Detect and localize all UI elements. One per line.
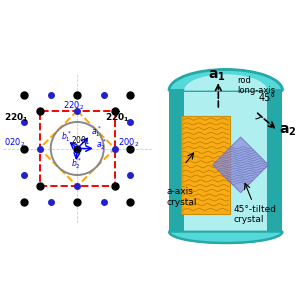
- Text: $\mathbf{a_2}$: $\mathbf{a_2}$: [279, 124, 297, 138]
- Polygon shape: [181, 116, 230, 214]
- Polygon shape: [184, 74, 267, 91]
- Polygon shape: [169, 232, 282, 243]
- Polygon shape: [169, 70, 282, 91]
- Text: 45°: 45°: [258, 93, 275, 103]
- Text: $a_1^*$: $a_1^*$: [91, 124, 102, 139]
- Text: $\mathbf{a_1}$: $\mathbf{a_1}$: [208, 69, 226, 83]
- Text: $b_1^*$: $b_1^*$: [61, 129, 72, 144]
- Text: $200_2$: $200_2$: [118, 137, 140, 149]
- Polygon shape: [169, 91, 184, 232]
- Text: $b_2^*$: $b_2^*$: [71, 156, 82, 171]
- Text: $a_2^*$: $a_2^*$: [96, 137, 107, 152]
- Polygon shape: [267, 91, 282, 232]
- Text: $\mathbf{220_1}$: $\mathbf{220_1}$: [4, 112, 29, 124]
- Text: 45°-tilted
crystal: 45°-tilted crystal: [233, 205, 276, 224]
- Text: rod
long-axis: rod long-axis: [238, 76, 276, 95]
- Polygon shape: [213, 137, 268, 193]
- Text: a-axis
crystal: a-axis crystal: [166, 187, 197, 206]
- Polygon shape: [184, 91, 267, 232]
- Text: $\mathbf{2\overline{2}0_1}$: $\mathbf{2\overline{2}0_1}$: [105, 110, 130, 124]
- Text: $020_2$: $020_2$: [4, 137, 26, 149]
- Text: $200_1$: $200_1$: [70, 135, 90, 147]
- Polygon shape: [169, 91, 282, 232]
- Text: $220_2$: $220_2$: [63, 99, 84, 112]
